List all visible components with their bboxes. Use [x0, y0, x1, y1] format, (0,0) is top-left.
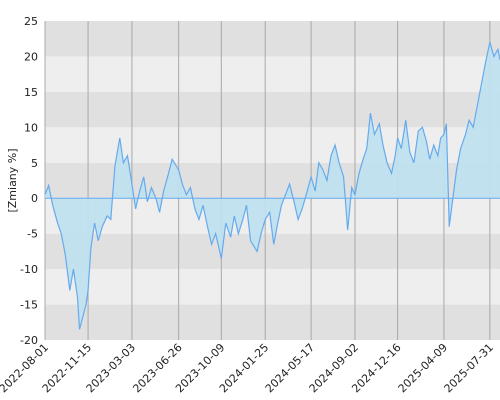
y-tick-label: -20: [20, 334, 38, 347]
y-tick-label: 15: [24, 86, 38, 99]
series-line: [44, 42, 500, 330]
y-tick-label: -15: [20, 299, 38, 312]
grid-band: [45, 269, 500, 305]
y-tick-label: -10: [20, 263, 38, 276]
y-tick-label: 0: [31, 192, 38, 205]
grid-band: [45, 233, 500, 270]
y-axis-title: [Zmiany %]: [6, 148, 19, 212]
y-tick-label: 20: [24, 50, 38, 63]
y-tick-label: -5: [27, 228, 38, 241]
x-tick-label: 2025-07-31: [442, 341, 496, 395]
grid-band: [45, 304, 500, 340]
grid-band: [45, 56, 500, 92]
grid-band: [45, 21, 500, 57]
grid-band: [45, 91, 500, 128]
y-tick-label: 25: [24, 15, 38, 28]
y-tick-label: 10: [24, 121, 38, 134]
y-tick-label: 5: [31, 157, 38, 170]
series-area: [45, 42, 500, 330]
